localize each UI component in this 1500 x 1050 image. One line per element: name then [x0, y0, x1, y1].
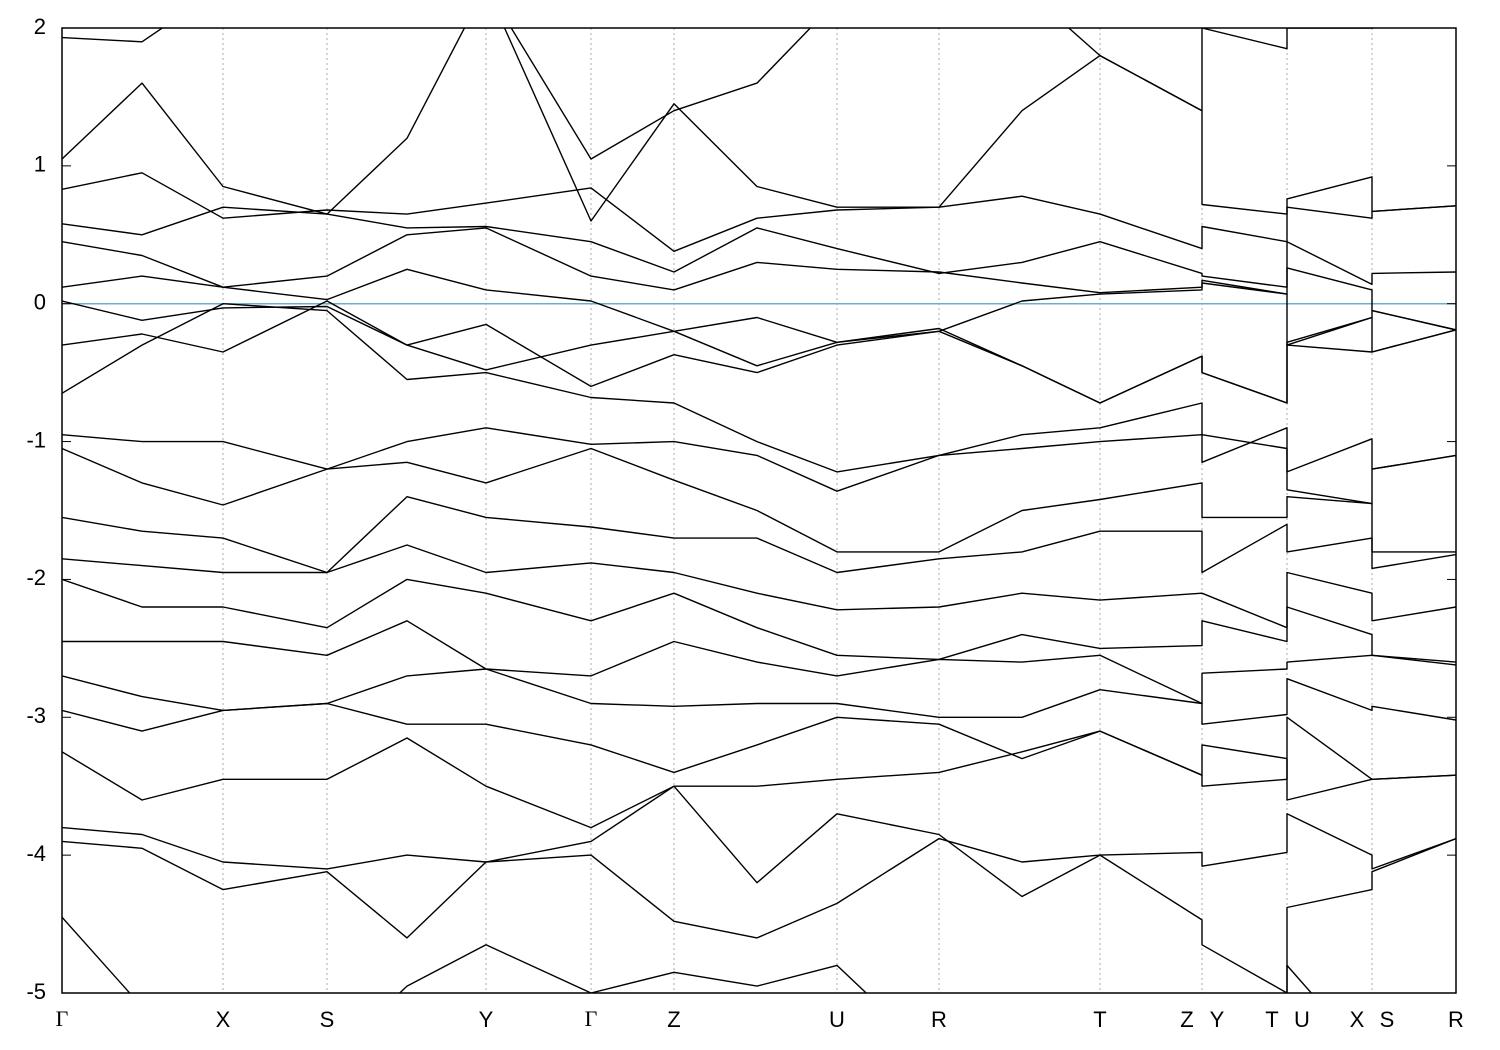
band-line: [62, 496, 1456, 574]
band-line: [62, 300, 1456, 404]
y-tick-label: 2: [34, 14, 46, 39]
band-layer: [62, 28, 1456, 993]
y-tick-label: -2: [26, 565, 46, 590]
band-line: [62, 620, 1456, 705]
y-tick-label: 0: [34, 290, 46, 315]
band-line: [62, 544, 1456, 629]
x-tick-label: U: [829, 1007, 845, 1032]
band-line: [62, 206, 1456, 288]
x-tick-label: Z: [1180, 1007, 1193, 1032]
plot-frame: [61, 27, 1457, 994]
x-tick-label: Y: [1210, 1007, 1225, 1032]
band-line: [62, 837, 1456, 993]
x-tick-label: T: [1093, 1007, 1106, 1032]
band-line: [62, 172, 1456, 252]
y-tick-label: -3: [26, 703, 46, 728]
y-tick-label: 1: [34, 152, 46, 177]
x-tick-label: S: [1380, 1007, 1395, 1032]
band-line: [62, 279, 1456, 388]
band-line: [62, 227, 1456, 331]
x-tick-label: R: [1448, 1007, 1464, 1032]
x-tick-label: Y: [479, 1007, 494, 1032]
band-line: [62, 28, 1456, 222]
band-line: [62, 427, 1456, 505]
band-line: [62, 730, 1456, 829]
x-tick-label: Γ: [56, 1006, 69, 1031]
x-tick-label: Z: [667, 1007, 680, 1032]
x-tick-label: U: [1294, 1007, 1310, 1032]
x-tick-label: R: [931, 1007, 947, 1032]
band-line: [62, 447, 1456, 553]
band-line: [62, 785, 1456, 898]
x-tick-label: X: [216, 1007, 231, 1032]
x-tick-label: Γ: [585, 1006, 598, 1031]
band-line: [62, 28, 1377, 160]
x-tick-label: X: [1350, 1007, 1365, 1032]
band-line: [62, 578, 1456, 663]
band-line: [62, 668, 1456, 725]
x-tick-label: S: [320, 1007, 335, 1032]
x-tick-label: T: [1265, 1007, 1278, 1032]
y-tick-label: -4: [26, 841, 46, 866]
y-tick-label: -5: [26, 979, 46, 1004]
band-line: [62, 916, 1313, 993]
y-tick-label: -1: [26, 427, 46, 452]
